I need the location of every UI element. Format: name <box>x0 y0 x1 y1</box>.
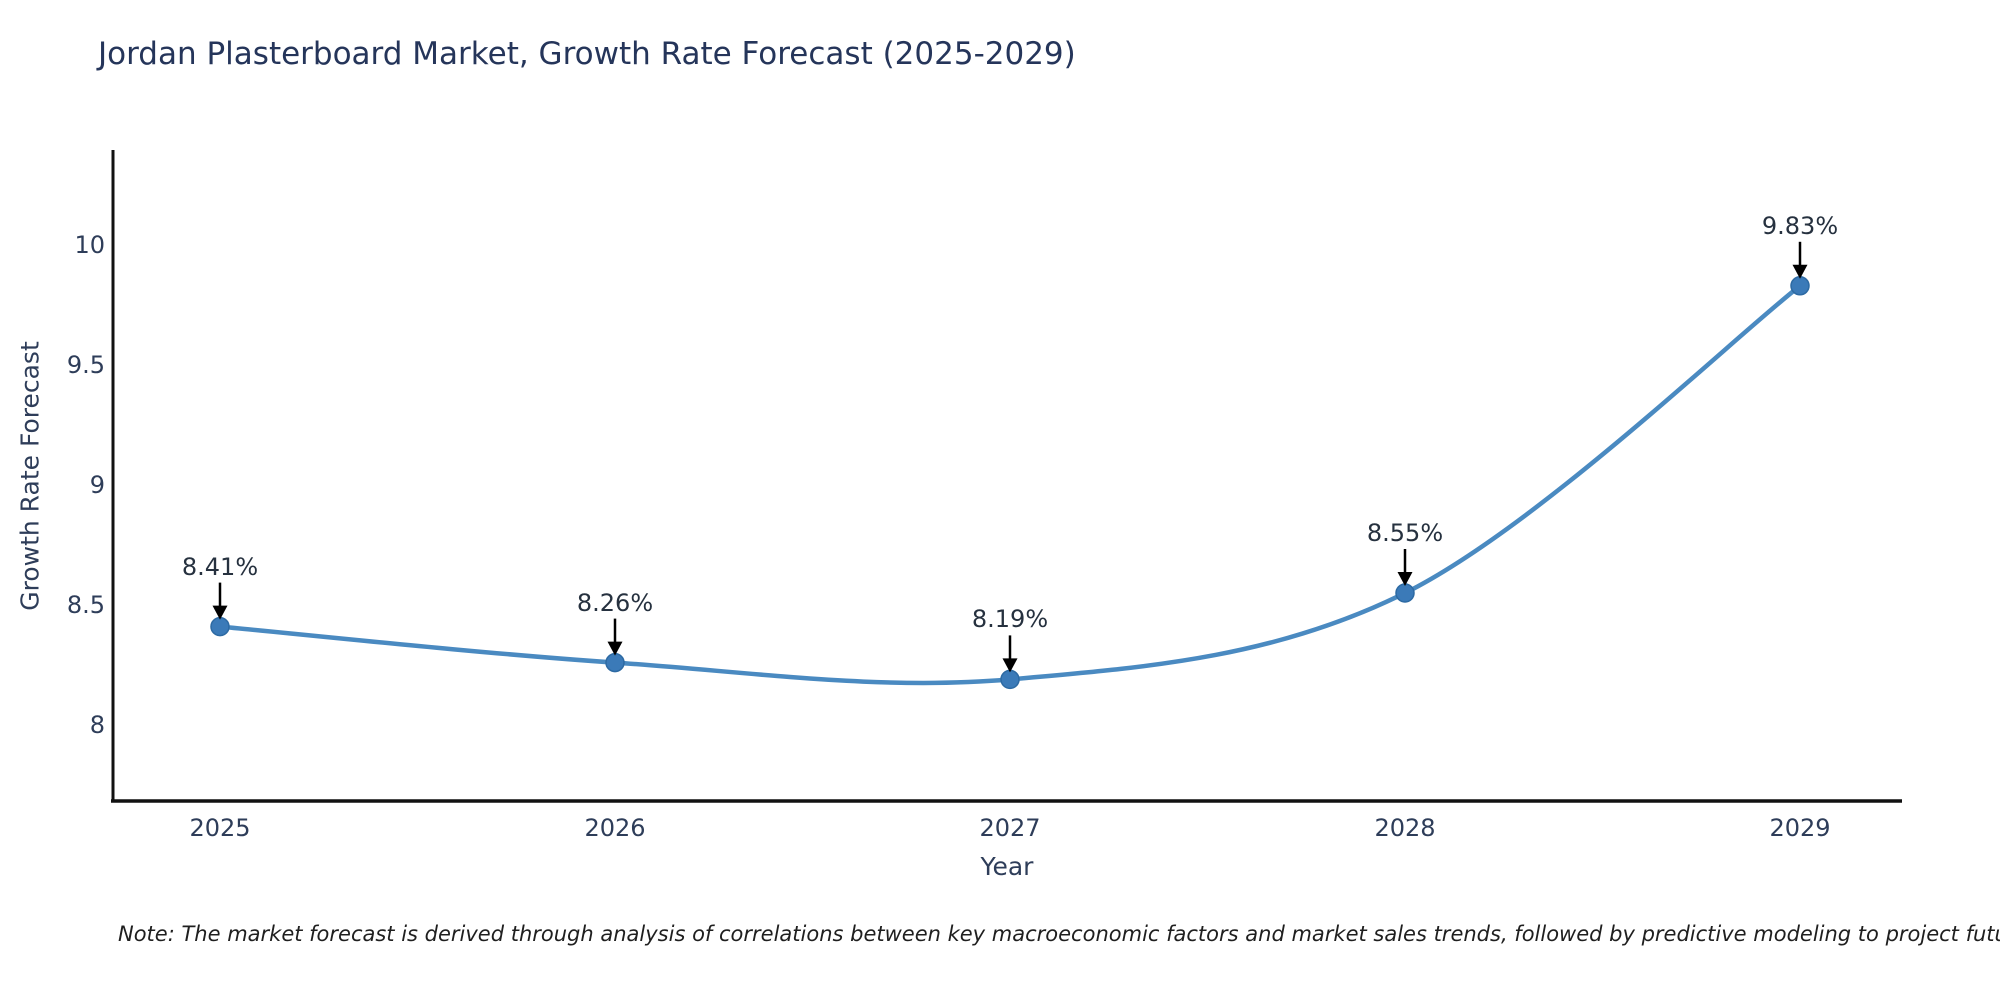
y-tick-label: 8 <box>89 711 105 739</box>
annotation-arrowhead <box>212 605 228 620</box>
annotation-arrowhead <box>1397 572 1413 586</box>
x-tick-label: 2029 <box>1769 814 1831 842</box>
point-value-label: 8.19% <box>971 605 1049 634</box>
annotation-arrowhead <box>607 641 623 656</box>
x-tick-label: 2025 <box>189 814 251 842</box>
y-tick-label: 8.5 <box>66 591 105 619</box>
point-value-label: 8.26% <box>576 588 654 617</box>
point-value-label: 8.41% <box>181 552 259 581</box>
point-value-label: 8.55% <box>1366 519 1444 547</box>
y-axis-title: Growth Rate Forecast <box>15 341 45 611</box>
data-point-2026 <box>605 652 625 673</box>
data-point-2029 <box>1790 276 1810 296</box>
x-tick-label: 2027 <box>979 814 1041 842</box>
footnote: Note: The market forecast is derived thr… <box>118 922 2000 946</box>
annotation-arrowhead <box>1002 658 1018 673</box>
annotation-arrowhead <box>1792 264 1808 279</box>
x-tick-label: 2026 <box>584 814 646 842</box>
data-point-2028 <box>1395 583 1415 603</box>
data-point-2025 <box>210 616 230 637</box>
y-tick-label: 10 <box>74 231 105 259</box>
x-tick-label: 2028 <box>1374 814 1436 842</box>
data-point-2027 <box>1000 669 1020 690</box>
y-tick-label: 9 <box>89 471 105 499</box>
x-axis-title: Year <box>980 852 1034 881</box>
y-tick-label: 9.5 <box>66 351 105 379</box>
forecast-line <box>217 283 1803 686</box>
chart-title: Jordan Plasterboard Market, Growth Rate … <box>98 36 1076 72</box>
point-value-label: 9.83% <box>1761 211 1839 240</box>
